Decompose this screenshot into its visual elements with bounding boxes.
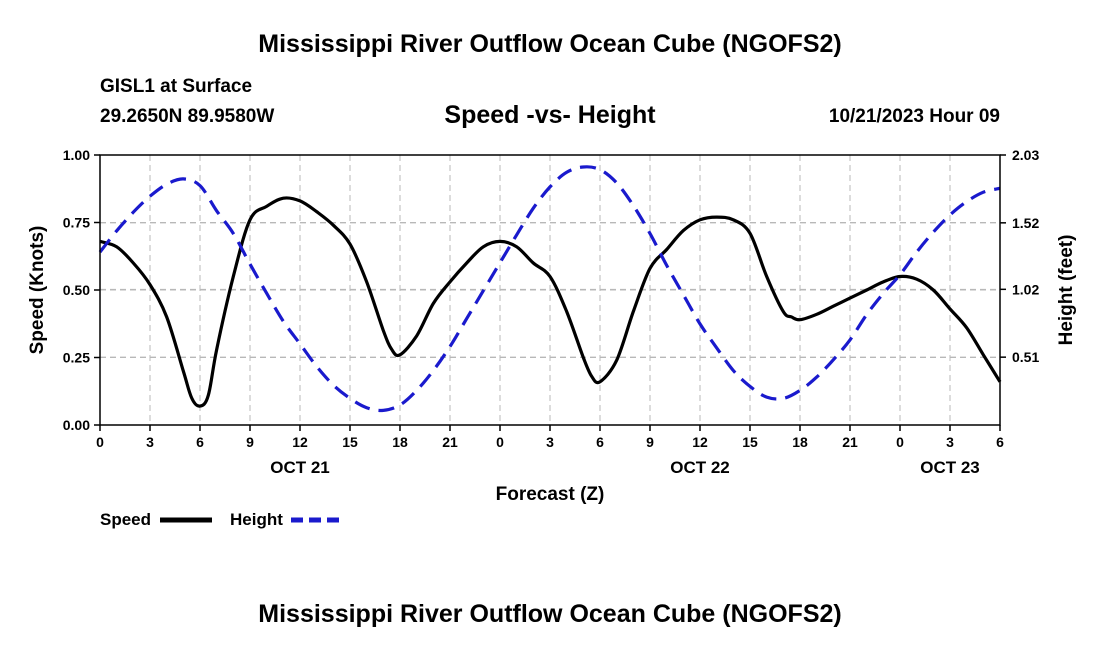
x-tick-label: 18 — [792, 434, 808, 450]
y2-tick-label: 2.03 — [1012, 147, 1039, 163]
chart-title: Speed -vs- Height — [444, 101, 656, 129]
x-date-label: OCT 22 — [670, 458, 730, 477]
x-tick-label: 9 — [246, 434, 254, 450]
x-tick-label: 6 — [996, 434, 1004, 450]
x-tick-label: 0 — [96, 434, 104, 450]
x-tick-label: 3 — [146, 434, 154, 450]
x-tick-label: 12 — [292, 434, 308, 450]
x-tick-label: 15 — [742, 434, 758, 450]
y-tick-label: 0.50 — [63, 282, 90, 298]
series-line-height — [98, 165, 1001, 413]
y2-tick-label: 1.02 — [1012, 281, 1039, 297]
y-tick-label: 1.00 — [63, 147, 90, 163]
x-tick-label: 6 — [196, 434, 204, 450]
y-axis-label: Speed (Knots) — [27, 226, 48, 355]
y2-tick-label: 1.52 — [1012, 215, 1039, 231]
legend-speed-label: Speed — [100, 510, 151, 529]
y-tick-label: 0.75 — [63, 215, 90, 231]
page-title-repeat: Mississippi River Outflow Ocean Cube (NG… — [258, 600, 842, 628]
x-tick-label: 3 — [546, 434, 554, 450]
x-tick-label: 15 — [342, 434, 358, 450]
datetime-label: 10/21/2023 Hour 09 — [828, 106, 1000, 127]
axes: 0 3 6 9 12 15 18 21 0 3 6 9 12 15 18 21 0 3 6 OCT 21 OCT 22 O… — [63, 147, 1040, 477]
x-tick-label: 21 — [442, 434, 458, 450]
y2-axis-label: Height (feet) — [1056, 235, 1077, 346]
station-label: GISL1 at Surface — [100, 76, 253, 97]
x-tick-label: 9 — [646, 434, 654, 450]
x-tick-label: 0 — [496, 434, 504, 450]
series-line-speed — [99, 196, 1002, 408]
legend-height-label: Height — [230, 510, 283, 529]
x-axis-label: Forecast (Z) — [496, 484, 605, 505]
y-tick-label: 0.25 — [63, 350, 90, 366]
y-tick-label: 0.00 — [63, 417, 90, 433]
x-date-label: OCT 23 — [920, 458, 980, 477]
x-date-label: OCT 21 — [270, 458, 330, 477]
series-lines — [98, 165, 1002, 413]
page-title: Mississippi River Outflow Ocean Cube (NG… — [258, 30, 842, 58]
x-tick-label: 21 — [842, 434, 858, 450]
x-tick-label: 0 — [896, 434, 904, 450]
y2-tick-label: 0.51 — [1012, 349, 1039, 365]
x-tick-label: 18 — [392, 434, 408, 450]
coordinates-label: 29.2650N 89.9580W — [100, 106, 275, 127]
x-tick-label: 3 — [946, 434, 954, 450]
legend: Speed Height — [100, 510, 343, 529]
x-tick-label: 6 — [596, 434, 604, 450]
x-tick-label: 12 — [692, 434, 708, 450]
